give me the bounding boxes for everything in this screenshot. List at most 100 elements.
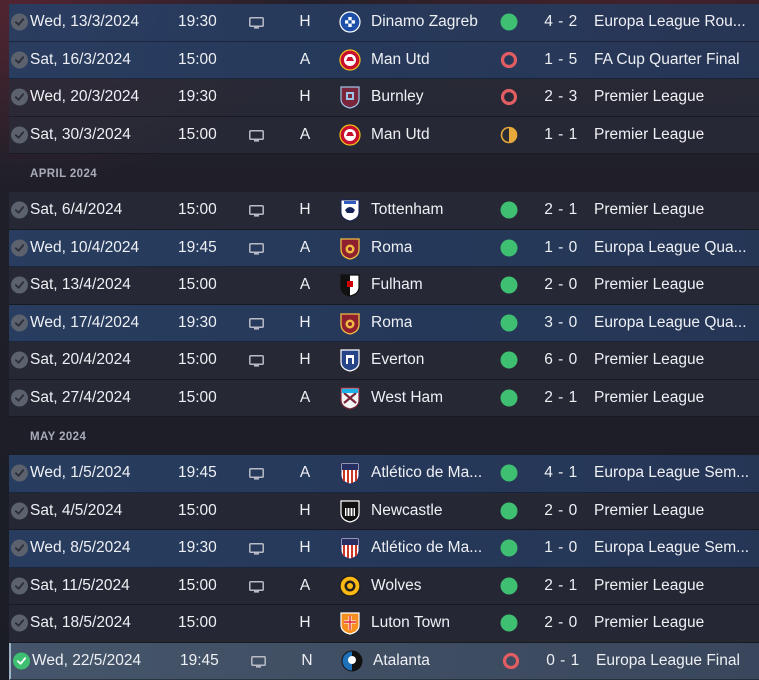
venue-indicator: H	[298, 314, 312, 332]
month-label: APRIL 2024	[30, 168, 97, 180]
opponent-name[interactable]: Atlético de Ma...	[371, 539, 482, 557]
opponent-name[interactable]: Atlético de Ma...	[371, 464, 482, 482]
fixture-date: Wed, 17/4/2024	[30, 314, 139, 332]
opponent-name[interactable]: Man Utd	[371, 126, 430, 144]
match-score[interactable]: 3 - 0	[537, 314, 585, 332]
match-score[interactable]: 4 - 2	[537, 13, 585, 31]
match-score[interactable]: 1 - 5	[537, 51, 585, 69]
opponent-name[interactable]: Fulham	[371, 276, 423, 294]
result-win-icon	[499, 200, 519, 220]
competition-name[interactable]: Europa League Sem...	[594, 539, 749, 557]
manutd-crest-icon	[339, 48, 361, 72]
result-draw-icon	[499, 125, 519, 145]
played-check-icon	[11, 14, 28, 31]
month-header-april: APRIL 2024	[9, 154, 759, 192]
opponent-name[interactable]: Everton	[371, 351, 424, 369]
result-loss-icon	[499, 50, 519, 70]
match-score[interactable]: 1 - 0	[537, 239, 585, 257]
competition-name[interactable]: Premier League	[594, 276, 704, 294]
luton-crest-icon	[339, 611, 361, 635]
competition-name[interactable]: Europa League Final	[596, 652, 740, 670]
tv-icon	[249, 317, 264, 329]
competition-name[interactable]: Premier League	[594, 351, 704, 369]
opponent-name[interactable]: Roma	[371, 239, 412, 257]
result-win-icon	[499, 501, 519, 521]
opponent-name[interactable]: Luton Town	[371, 614, 450, 632]
match-score[interactable]: 4 - 1	[537, 464, 585, 482]
kickoff-time: 15:00	[178, 276, 217, 294]
competition-name[interactable]: Europa League Sem...	[594, 464, 749, 482]
played-check-icon	[11, 239, 28, 256]
fixture-date: Sat, 18/5/2024	[30, 614, 131, 632]
opponent-name[interactable]: Wolves	[371, 577, 422, 595]
tv-icon	[249, 542, 264, 554]
opponent-name[interactable]: Tottenham	[371, 201, 443, 219]
opponent-name[interactable]: Burnley	[371, 88, 424, 106]
competition-name[interactable]: Europa League Qua...	[594, 314, 747, 332]
opponent-name[interactable]: Roma	[371, 314, 412, 332]
match-score[interactable]: 0 - 1	[539, 652, 587, 670]
kickoff-time: 15:00	[178, 126, 217, 144]
month-header-may: MAY 2024	[9, 417, 759, 455]
played-check-icon	[11, 389, 28, 406]
match-score[interactable]: 6 - 0	[537, 351, 585, 369]
kickoff-time: 15:00	[178, 389, 217, 407]
match-score[interactable]: 2 - 1	[537, 201, 585, 219]
opponent-name[interactable]: Man Utd	[371, 51, 430, 69]
competition-name[interactable]: Premier League	[594, 126, 704, 144]
venue-indicator: A	[298, 126, 312, 144]
opponent-name[interactable]: Dinamo Zagreb	[371, 13, 478, 31]
opponent-name[interactable]: West Ham	[371, 389, 443, 407]
match-score[interactable]: 2 - 0	[537, 614, 585, 632]
fixture-date: Wed, 22/5/2024	[32, 652, 141, 670]
fixture-date: Sat, 20/4/2024	[30, 351, 131, 369]
opponent-name[interactable]: Atalanta	[373, 652, 430, 670]
tv-icon	[249, 467, 264, 479]
venue-indicator: H	[298, 614, 312, 632]
match-score[interactable]: 1 - 0	[537, 539, 585, 557]
tv-icon	[249, 242, 264, 254]
fulham-crest-icon	[339, 273, 361, 297]
competition-name[interactable]: Europa League Rou...	[594, 13, 746, 31]
match-score[interactable]: 2 - 0	[537, 502, 585, 520]
competition-name[interactable]: Premier League	[594, 389, 704, 407]
match-score[interactable]: 2 - 3	[537, 88, 585, 106]
competition-name[interactable]: FA Cup Quarter Final	[594, 51, 740, 69]
opponent-name[interactable]: Newcastle	[371, 502, 443, 520]
competition-name[interactable]: Europa League Qua...	[594, 239, 747, 257]
match-score[interactable]: 2 - 1	[537, 389, 585, 407]
result-win-icon	[499, 350, 519, 370]
match-score[interactable]: 1 - 1	[537, 126, 585, 144]
competition-name[interactable]: Premier League	[594, 614, 704, 632]
competition-name[interactable]: Premier League	[594, 577, 704, 595]
kickoff-time: 19:45	[180, 652, 219, 670]
kickoff-time: 19:45	[178, 464, 217, 482]
burnley-crest-icon	[339, 85, 361, 109]
competition-name[interactable]: Premier League	[594, 201, 704, 219]
venue-indicator: H	[298, 539, 312, 557]
match-score[interactable]: 2 - 0	[537, 276, 585, 294]
played-check-icon	[11, 465, 28, 482]
competition-name[interactable]: Premier League	[594, 502, 704, 520]
fixture-date: Wed, 1/5/2024	[30, 464, 131, 482]
competition-name[interactable]: Premier League	[594, 88, 704, 106]
match-score[interactable]: 2 - 1	[537, 577, 585, 595]
result-win-icon	[499, 388, 519, 408]
